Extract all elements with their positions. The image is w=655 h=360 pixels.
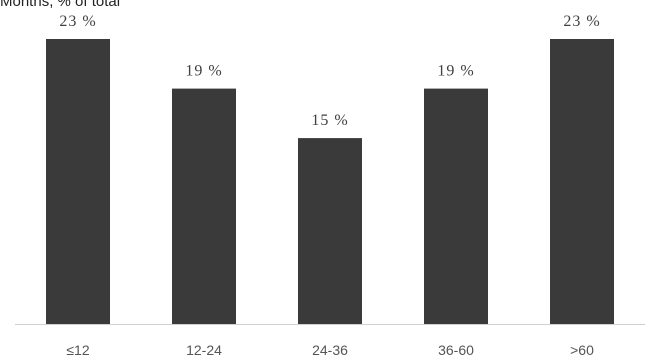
- bar: [550, 39, 614, 324]
- bars-layer: [46, 39, 614, 324]
- data-labels-layer: 23 % 19 % 15 % 19 % 23 %: [59, 13, 600, 129]
- x-tick-label: 36-60: [438, 342, 474, 358]
- x-tick-label: 12-24: [186, 342, 222, 358]
- x-tick-labels-layer: ≤12 12-24 24-36 36-60 >60: [66, 342, 594, 358]
- x-tick-label: ≤12: [66, 342, 89, 358]
- data-label: 23 %: [59, 13, 96, 30]
- data-label: 19 %: [185, 63, 222, 80]
- bar: [46, 39, 110, 324]
- bar: [298, 138, 362, 324]
- data-label: 15 %: [311, 112, 348, 129]
- x-tick-label: >60: [570, 342, 594, 358]
- x-tick-label: 24-36: [312, 342, 348, 358]
- data-label: 23 %: [563, 13, 600, 30]
- data-label: 19 %: [437, 63, 474, 80]
- chart-subtitle: Months, % of total: [0, 0, 121, 10]
- bar: [172, 88, 236, 324]
- bar: [424, 88, 488, 324]
